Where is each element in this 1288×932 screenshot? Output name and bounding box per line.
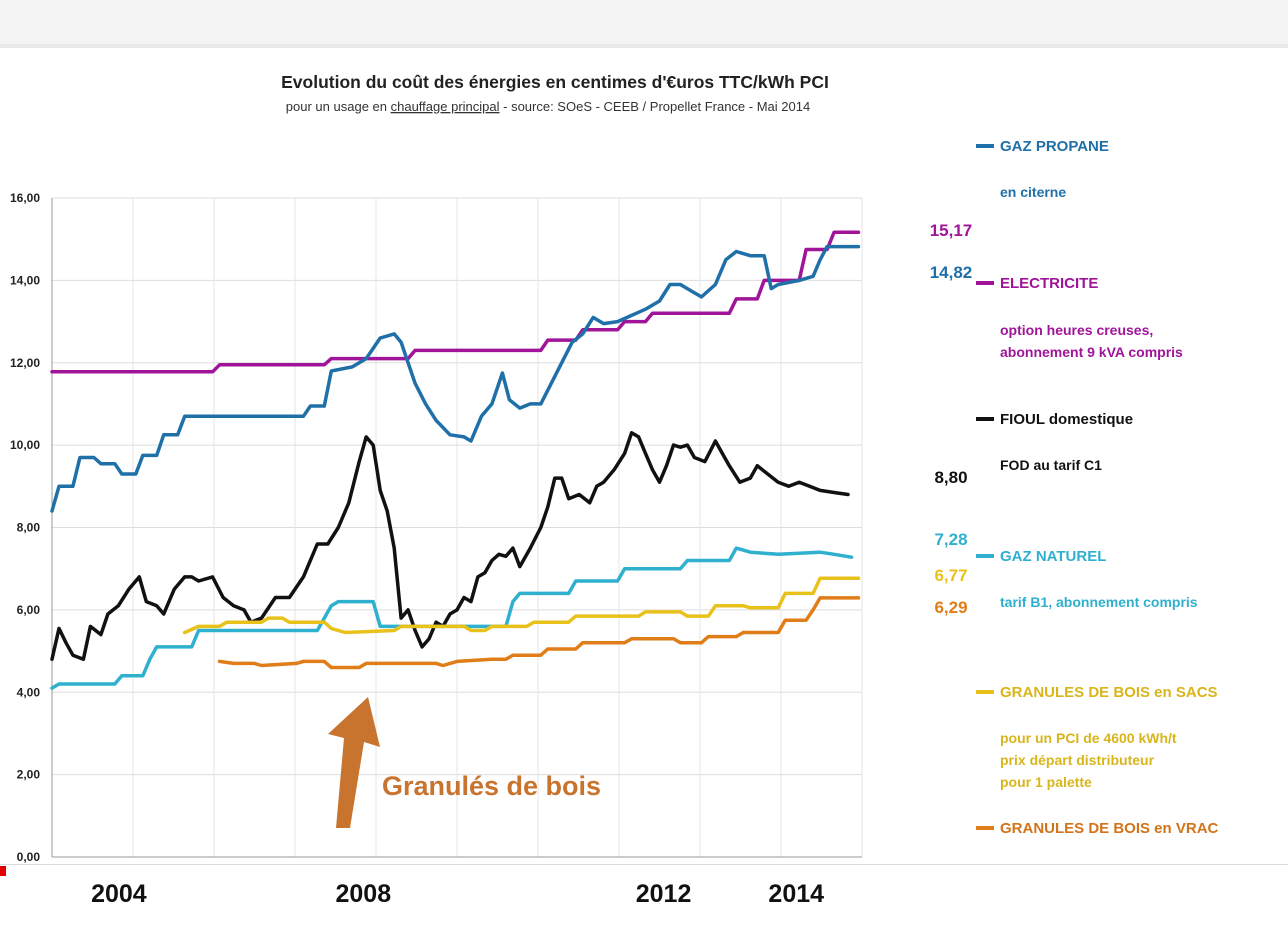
- end-label-granules-de-bois-en-sacs: 6,77: [934, 566, 967, 585]
- legend-desc-gaz-propane: en citerne: [1000, 184, 1066, 200]
- series-line-electricite: [50, 230, 861, 374]
- series-line-gaz-propane: [50, 244, 861, 513]
- y-tick-label: 14,00: [10, 273, 40, 287]
- legend-desc-fioul-domestique: FOD au tarif C1: [1000, 457, 1102, 473]
- top-band-shadow: [0, 44, 1288, 48]
- red-mark: [0, 866, 6, 876]
- legend-desc-electricite: abonnement 9 kVA compris: [1000, 344, 1183, 360]
- y-tick-label: 16,00: [10, 191, 40, 205]
- arrow-shape: [328, 697, 380, 828]
- series-line-gaz-naturel: [50, 546, 854, 690]
- legend-name-fioul-domestique: FIOUL domestique: [1000, 411, 1133, 428]
- legend-desc-electricite: option heures creuses,: [1000, 322, 1153, 338]
- legend: GAZ PROPANE en citerne ELECTRICITE option h…: [976, 138, 1219, 837]
- y-tick-label: 2,00: [17, 768, 41, 782]
- y-tick-label: 6,00: [17, 603, 41, 617]
- y-tick-label: 10,00: [10, 438, 40, 452]
- series-lines: [50, 230, 861, 690]
- end-label-fioul-domestique: 8,80: [934, 468, 967, 487]
- end-label-electricite: 15,17: [930, 221, 973, 240]
- annotation-arrow: [328, 697, 380, 828]
- legend-desc-granules-de-bois-en-sacs: prix départ distributeur: [1000, 752, 1155, 768]
- y-tick-label: 4,00: [17, 685, 41, 699]
- y-tick-label: 0,00: [17, 850, 41, 864]
- legend-desc-gaz-naturel: tarif B1, abonnement compris: [1000, 594, 1198, 610]
- series-line-fioul-domestique: [50, 431, 850, 662]
- end-labels: 15,17 14,82 8,80 7,28 6,77 6,29: [930, 221, 973, 617]
- subtitle-pre: pour un usage en: [286, 99, 391, 114]
- end-label-granules-de-bois-en-vrac: 6,29: [934, 598, 967, 617]
- end-label-gaz-naturel: 7,28: [934, 530, 967, 549]
- legend-desc-granules-de-bois-en-sacs: pour 1 palette: [1000, 774, 1092, 790]
- annotation-text: Granulés de bois: [382, 771, 601, 801]
- legend-name-granules-de-bois-en-vrac: GRANULES DE BOIS en VRAC: [1000, 820, 1219, 837]
- chart-title: Evolution du coût des énergies en centim…: [281, 72, 829, 92]
- series-line-granules-de-bois-en-sacs: [182, 576, 861, 635]
- y-axis-ticks: 0,00 2,00 4,00 6,00 8,00 10,00 12,00 14,00 16,00: [10, 191, 40, 864]
- end-label-gaz-propane: 14,82: [930, 263, 973, 282]
- legend-name-gaz-propane: GAZ PROPANE: [1000, 138, 1109, 155]
- chart-subtitle: pour un usage en chauffage principal - s…: [286, 99, 810, 114]
- bottom-band: [0, 864, 1288, 932]
- y-tick-label: 8,00: [17, 521, 41, 535]
- grid: [51, 197, 863, 858]
- legend-name-granules-de-bois-en-sacs: GRANULES DE BOIS en SACS: [1000, 684, 1218, 701]
- top-band: [0, 0, 1288, 44]
- legend-name-gaz-naturel: GAZ NATUREL: [1000, 548, 1106, 565]
- legend-desc-granules-de-bois-en-sacs: pour un PCI de 4600 kWh/t: [1000, 730, 1177, 746]
- y-tick-label: 12,00: [10, 356, 40, 370]
- subtitle-post: - source: SOeS - CEEB / Propellet France…: [500, 99, 811, 114]
- legend-name-electricite: ELECTRICITE: [1000, 275, 1098, 292]
- subtitle-underlined: chauffage principal: [391, 99, 500, 114]
- series-line-granules-de-bois-en-vrac: [217, 596, 861, 670]
